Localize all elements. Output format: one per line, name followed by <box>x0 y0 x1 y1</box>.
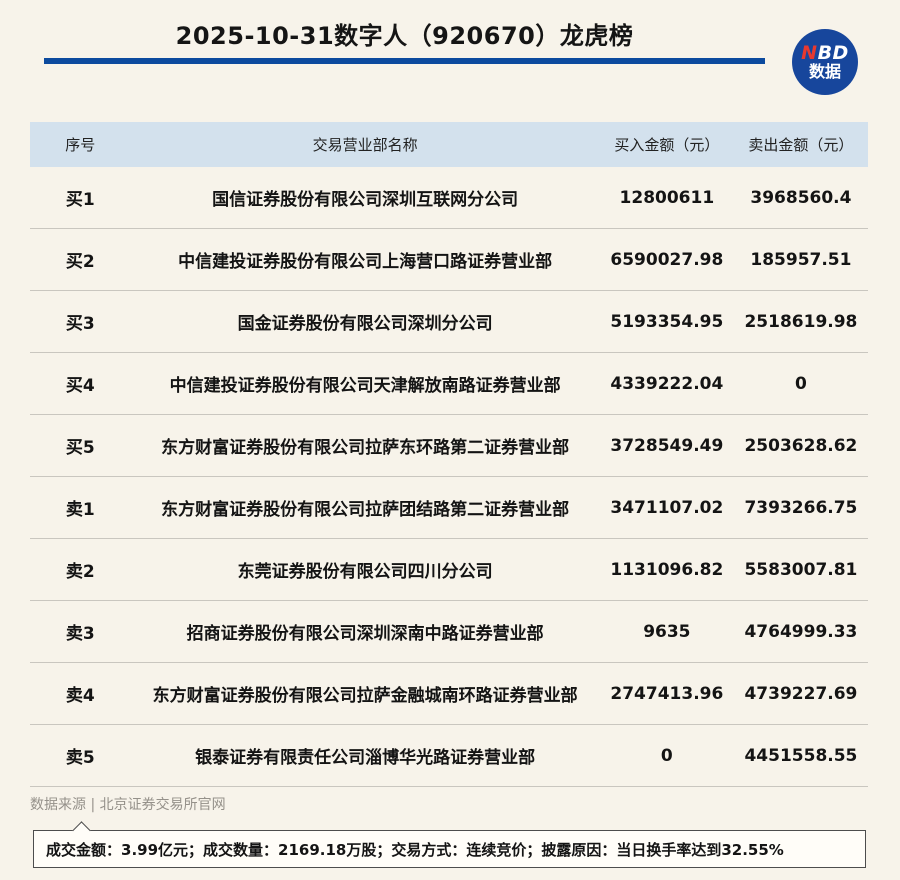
cell-buy-amount: 3728549.49 <box>610 435 724 456</box>
cell-broker-name: 国信证券股份有限公司深圳互联网分公司 <box>212 190 519 210</box>
cell-sell-amount: 5583007.81 <box>744 559 858 580</box>
table-row: 买2 中信建投证券股份有限公司上海营口路证券营业部 6590027.98 185… <box>30 229 868 291</box>
cell-sell-amount: 7393266.75 <box>744 497 858 518</box>
table-row: 卖4 东方财富证券股份有限公司拉萨金融城南环路证券营业部 2747413.96 … <box>30 663 868 725</box>
cell-broker-name: 招商证券股份有限公司深圳深南中路证券营业部 <box>186 624 544 644</box>
cell-rank: 卖5 <box>65 748 95 768</box>
lhb-table: 序号 交易营业部名称 买入金额（元） 卖出金额（元） 买1 国信证券股份有限公司… <box>30 122 868 787</box>
table-row: 卖5 银泰证券有限责任公司淄博华光路证券营业部 0 4451558.55 <box>30 725 868 787</box>
table-row: 卖3 招商证券股份有限公司深圳深南中路证券营业部 9635 4764999.33 <box>30 601 868 663</box>
cell-buy-amount: 12800611 <box>619 187 715 208</box>
cell-sell-amount: 4739227.69 <box>744 683 858 704</box>
cell-rank: 卖4 <box>65 686 95 706</box>
table-row: 卖2 东莞证券股份有限公司四川分公司 1131096.82 5583007.81 <box>30 539 868 601</box>
nbd-logo-bd: BD <box>817 41 849 64</box>
cell-rank: 买2 <box>65 252 95 272</box>
cell-sell-amount: 3968560.4 <box>750 187 852 208</box>
col-header-sell-amount: 卖出金额（元） <box>748 136 854 154</box>
summary-box: 成交金额：3.99亿元；成交数量：2169.18万股；交易方式：连续竞价；披露原… <box>33 821 866 868</box>
cell-broker-name: 银泰证券有限责任公司淄博华光路证券营业部 <box>195 748 536 768</box>
cell-sell-amount: 185957.51 <box>750 249 852 270</box>
summary-text: 成交金额：3.99亿元；成交数量：2169.18万股；交易方式：连续竞价；披露原… <box>46 840 784 859</box>
col-header-rank: 序号 <box>65 136 96 154</box>
nbd-logo-latin: NBD <box>801 41 849 64</box>
cell-rank: 卖3 <box>65 624 95 644</box>
table-row: 买5 东方财富证券股份有限公司拉萨东环路第二证券营业部 3728549.49 2… <box>30 415 868 477</box>
cell-buy-amount: 3471107.02 <box>610 497 724 518</box>
nbd-logo: NBD 数据 <box>792 29 858 95</box>
col-header-broker: 交易营业部名称 <box>312 136 418 154</box>
data-source-text: 数据来源 | 北京证券交易所官网 <box>30 797 226 813</box>
cell-sell-amount: 4764999.33 <box>744 621 858 642</box>
summary-box-caret <box>72 821 91 840</box>
table-row: 买3 国金证券股份有限公司深圳分公司 5193354.95 2518619.98 <box>30 291 868 353</box>
cell-buy-amount: 4339222.04 <box>610 373 724 394</box>
cell-rank: 买4 <box>65 376 95 396</box>
col-header-buy-amount: 买入金额（元） <box>614 136 720 154</box>
cell-buy-amount: 0 <box>660 745 673 766</box>
cell-buy-amount: 6590027.98 <box>610 249 724 270</box>
cell-rank: 买3 <box>65 314 95 334</box>
cell-buy-amount: 2747413.96 <box>610 683 724 704</box>
table-header-row: 序号 交易营业部名称 买入金额（元） 卖出金额（元） <box>30 122 868 167</box>
table-row: 买1 国信证券股份有限公司深圳互联网分公司 12800611 3968560.4 <box>30 167 868 229</box>
cell-broker-name: 国金证券股份有限公司深圳分公司 <box>237 314 493 334</box>
cell-broker-name: 中信建投证券股份有限公司天津解放南路证券营业部 <box>169 376 561 396</box>
page-title: 2025-10-31数字人（920670）龙虎榜 <box>175 21 634 50</box>
cell-broker-name: 东方财富证券股份有限公司拉萨金融城南环路证券营业部 <box>152 686 578 706</box>
cell-rank: 买5 <box>65 438 95 458</box>
cell-sell-amount: 4451558.55 <box>744 745 858 766</box>
cell-sell-amount: 2518619.98 <box>744 311 858 332</box>
cell-broker-name: 东方财富证券股份有限公司拉萨团结路第二证券营业部 <box>161 500 570 520</box>
cell-buy-amount: 1131096.82 <box>610 559 724 580</box>
table-body: 买1 国信证券股份有限公司深圳互联网分公司 12800611 3968560.4… <box>30 167 868 787</box>
cell-rank: 买1 <box>65 190 95 210</box>
title-underline <box>44 58 765 64</box>
cell-buy-amount: 9635 <box>643 621 691 642</box>
cell-buy-amount: 5193354.95 <box>610 311 724 332</box>
table-row: 卖1 东方财富证券股份有限公司拉萨团结路第二证券营业部 3471107.02 7… <box>30 477 868 539</box>
cell-sell-amount: 0 <box>795 373 807 394</box>
table-row: 买4 中信建投证券股份有限公司天津解放南路证券营业部 4339222.04 0 <box>30 353 868 415</box>
cell-rank: 卖1 <box>65 500 95 520</box>
cell-sell-amount: 2503628.62 <box>744 435 858 456</box>
cell-broker-name: 东莞证券股份有限公司四川分公司 <box>237 562 493 582</box>
nbd-logo-cn: 数据 <box>808 61 841 81</box>
cell-broker-name: 中信建投证券股份有限公司上海营口路证券营业部 <box>178 252 553 272</box>
cell-rank: 卖2 <box>65 562 95 582</box>
nbd-logo-n: N <box>801 41 818 64</box>
cell-broker-name: 东方财富证券股份有限公司拉萨东环路第二证券营业部 <box>161 438 570 458</box>
